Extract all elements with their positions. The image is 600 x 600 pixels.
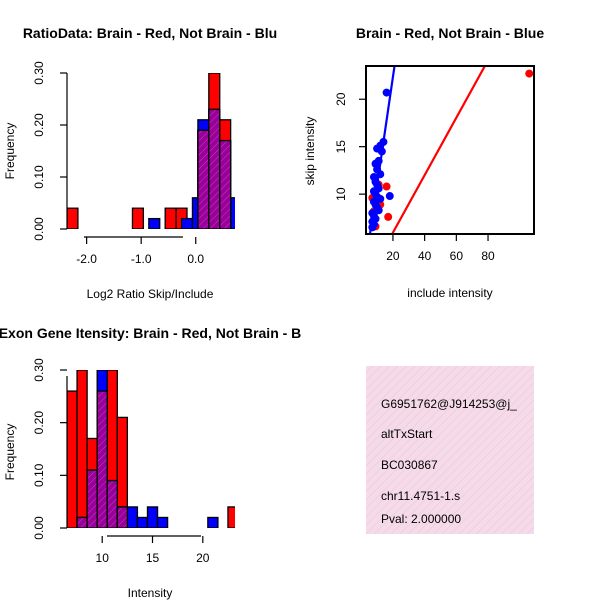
info-location: chr11.4751-1.s (381, 489, 460, 503)
intensity-bar-overlap (116, 506, 129, 528)
intensity-bar-brain (76, 370, 88, 528)
ratio-bar-overlap (208, 108, 221, 229)
intensity-x-ticks: 10 15 20 (96, 536, 210, 565)
intensity-x-tick-label: 15 (146, 551, 160, 565)
scatter-x-tick-label: 60 (450, 249, 464, 263)
ratio-x-label: Log2 Ratio Skip/Include (87, 287, 214, 301)
ratio-y-label: Frequency (3, 123, 17, 180)
intensity-bar-not-brain (156, 516, 169, 528)
scatter-x-tick-label: 20 (386, 249, 400, 263)
intensity-x-label: Intensity (128, 586, 173, 600)
ratio-bars (67, 73, 235, 229)
ratio-x-tick-label: -2.0 (76, 252, 97, 266)
intensity-bar-not-brain (146, 506, 159, 528)
intensity-y-tick-label: 0.20 (32, 411, 46, 435)
intensity-bar-not-brain (136, 516, 149, 528)
scatter-point-not-brain (368, 223, 377, 232)
scatter-panel: Brain - Red, Not Brain - Blue 20 40 60 80 1… (303, 25, 544, 300)
ratio-y-tick-label: 0.00 (32, 217, 46, 241)
scatter-point-brain (382, 182, 391, 191)
ratio-bar-overlap (197, 129, 210, 229)
scatter-x-label: include intensity (407, 286, 492, 300)
intensity-y-tick-label: 0.30 (32, 358, 46, 382)
scatter-y-tick-label: 15 (334, 140, 348, 154)
scatter-y-ticks: 10 15 20 (334, 92, 366, 201)
info-accession: BC030867 (381, 458, 438, 472)
intensity-title: Exon Gene Itensity: Brain - Red, Not Bra… (0, 325, 301, 341)
intensity-x-tick-label: 10 (96, 551, 110, 565)
intensity-bar-brain (227, 506, 235, 528)
ratio-x-tick-label: -1.0 (131, 252, 152, 266)
ratio-y-tick-label: 0.20 (32, 113, 46, 137)
scatter-point-not-brain (377, 147, 386, 156)
info-panel: G6951762@J914253@j_ altTxStart BC030867 … (366, 366, 534, 534)
ratio-y-tick-label: 0.10 (32, 165, 46, 189)
ratio-y-tick-label: 0.30 (32, 61, 46, 85)
info-pval: Pval: 2.000000 (381, 512, 461, 526)
scatter-point-not-brain (385, 192, 394, 201)
scatter-point-not-brain (376, 170, 385, 179)
intensity-bar-not-brain (126, 506, 139, 528)
ratio-bar-overlap (219, 139, 232, 229)
scatter-title: Brain - Red, Not Brain - Blue (356, 25, 544, 41)
scatter-point-not-brain (374, 206, 383, 215)
intensity-y-tick-label: 0.00 (32, 516, 46, 540)
ratio-histogram-panel: RatioData: Brain - Red, Not Brain - Blu … (3, 25, 277, 301)
ratio-title: RatioData: Brain - Red, Not Brain - Blu (23, 25, 277, 41)
scatter-x-ticks: 20 40 60 80 (386, 234, 495, 263)
info-probe-id: G6951762@J914253@j_ (381, 397, 517, 411)
scatter-point-not-brain (382, 88, 391, 97)
intensity-bar-not-brain (207, 516, 219, 528)
scatter-point-brain (525, 69, 534, 78)
intensity-x-tick-label: 20 (196, 551, 210, 565)
ratio-bar-not-brain (229, 197, 235, 229)
scatter-y-tick-label: 10 (334, 187, 348, 201)
intensity-bar-overlap (96, 390, 108, 528)
info-event-type: altTxStart (381, 427, 433, 441)
intensity-y-ticks: 0.00 0.10 0.20 0.30 (32, 358, 67, 540)
ratio-bar-not-brain (148, 217, 161, 229)
ratio-bar-brain (164, 207, 177, 229)
ratio-bar-not-brain (180, 217, 194, 229)
scatter-y-tick-label: 20 (334, 92, 348, 106)
intensity-bar-overlap (86, 469, 98, 528)
ratio-x-ticks: -2.0 -1.0 0.0 (76, 237, 204, 266)
scatter-point-brain (384, 212, 393, 221)
ratio-y-ticks: 0.00 0.10 0.20 0.30 (32, 61, 67, 241)
intensity-bar-overlap (106, 479, 118, 528)
intensity-histogram-panel: Exon Gene Itensity: Brain - Red, Not Bra… (0, 325, 301, 600)
ratio-bar-brain (131, 207, 145, 229)
intensity-y-label: Frequency (3, 424, 17, 481)
scatter-fit-line-brain (391, 66, 486, 234)
scatter-point-not-brain (376, 194, 385, 203)
ratio-x-tick-label: 0.0 (187, 252, 204, 266)
scatter-x-tick-label: 40 (418, 249, 432, 263)
info-background (366, 366, 534, 534)
scatter-x-tick-label: 80 (481, 249, 495, 263)
intensity-bar-overlap (76, 516, 88, 528)
intensity-bar-brain (67, 390, 78, 528)
scatter-frame (365, 65, 535, 235)
scatter-y-label: skip intensity (303, 117, 317, 186)
ratio-bar-brain (67, 207, 79, 229)
intensity-y-tick-label: 0.10 (32, 463, 46, 487)
scatter-points (368, 69, 534, 232)
intensity-bars (67, 370, 235, 528)
